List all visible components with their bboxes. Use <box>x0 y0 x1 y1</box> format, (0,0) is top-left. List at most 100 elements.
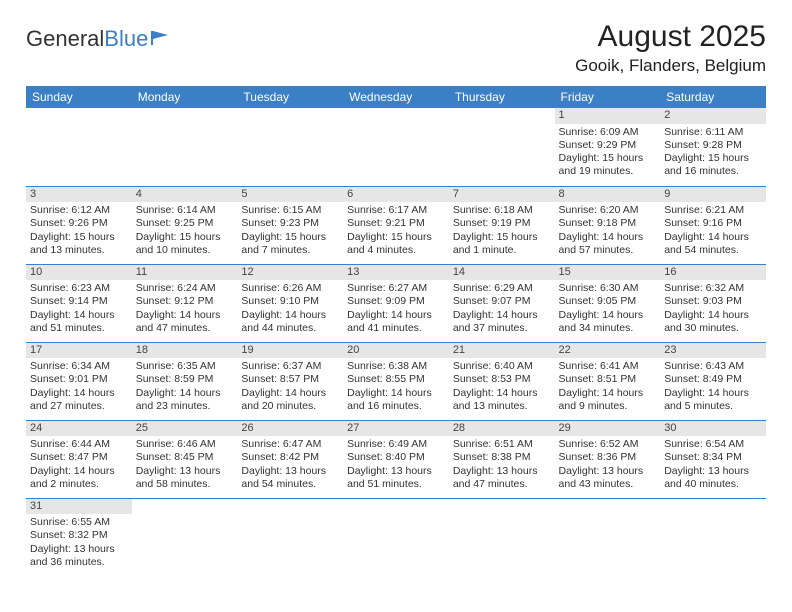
day-number: 11 <box>132 265 238 281</box>
daylight-text: Daylight: 15 hours and 13 minutes. <box>30 231 128 257</box>
calendar-day-cell: 25Sunrise: 6:46 AMSunset: 8:45 PMDayligh… <box>132 420 238 498</box>
day-number: 17 <box>26 343 132 359</box>
day-details: Sunrise: 6:52 AMSunset: 8:36 PMDaylight:… <box>555 436 661 494</box>
calendar-day-cell: 18Sunrise: 6:35 AMSunset: 8:59 PMDayligh… <box>132 342 238 420</box>
calendar-day-cell: 4Sunrise: 6:14 AMSunset: 9:25 PMDaylight… <box>132 186 238 264</box>
sunrise-text: Sunrise: 6:29 AM <box>453 282 551 295</box>
calendar-week-row: 31Sunrise: 6:55 AMSunset: 8:32 PMDayligh… <box>26 498 766 576</box>
daylight-text: Daylight: 14 hours and 54 minutes. <box>664 231 762 257</box>
day-number: 1 <box>555 108 661 124</box>
daylight-text: Daylight: 14 hours and 51 minutes. <box>30 309 128 335</box>
sunrise-text: Sunrise: 6:15 AM <box>241 204 339 217</box>
daylight-text: Daylight: 14 hours and 34 minutes. <box>559 309 657 335</box>
daylight-text: Daylight: 14 hours and 9 minutes. <box>559 387 657 413</box>
sunrise-text: Sunrise: 6:51 AM <box>453 438 551 451</box>
calendar-day-cell: 30Sunrise: 6:54 AMSunset: 8:34 PMDayligh… <box>660 420 766 498</box>
day-number: 14 <box>449 265 555 281</box>
sunset-text: Sunset: 8:51 PM <box>559 373 657 386</box>
flag-icon <box>150 29 172 47</box>
sunrise-text: Sunrise: 6:54 AM <box>664 438 762 451</box>
sunset-text: Sunset: 9:01 PM <box>30 373 128 386</box>
day-details: Sunrise: 6:34 AMSunset: 9:01 PMDaylight:… <box>26 358 132 416</box>
calendar-empty-cell <box>26 108 132 186</box>
weekday-header: Wednesday <box>343 86 449 108</box>
calendar-week-row: 1Sunrise: 6:09 AMSunset: 9:29 PMDaylight… <box>26 108 766 186</box>
calendar-day-cell: 6Sunrise: 6:17 AMSunset: 9:21 PMDaylight… <box>343 186 449 264</box>
day-number: 25 <box>132 421 238 437</box>
weekday-header: Saturday <box>660 86 766 108</box>
calendar-week-row: 24Sunrise: 6:44 AMSunset: 8:47 PMDayligh… <box>26 420 766 498</box>
calendar-day-cell: 16Sunrise: 6:32 AMSunset: 9:03 PMDayligh… <box>660 264 766 342</box>
day-details: Sunrise: 6:51 AMSunset: 8:38 PMDaylight:… <box>449 436 555 494</box>
day-details: Sunrise: 6:46 AMSunset: 8:45 PMDaylight:… <box>132 436 238 494</box>
day-number: 7 <box>449 187 555 203</box>
daylight-text: Daylight: 14 hours and 41 minutes. <box>347 309 445 335</box>
calendar-day-cell: 13Sunrise: 6:27 AMSunset: 9:09 PMDayligh… <box>343 264 449 342</box>
day-number: 3 <box>26 187 132 203</box>
brand-part1: General <box>26 26 104 52</box>
daylight-text: Daylight: 13 hours and 51 minutes. <box>347 465 445 491</box>
day-details: Sunrise: 6:11 AMSunset: 9:28 PMDaylight:… <box>660 124 766 182</box>
calendar-empty-cell <box>237 498 343 576</box>
sunset-text: Sunset: 8:55 PM <box>347 373 445 386</box>
day-number: 30 <box>660 421 766 437</box>
day-details: Sunrise: 6:23 AMSunset: 9:14 PMDaylight:… <box>26 280 132 338</box>
day-details: Sunrise: 6:26 AMSunset: 9:10 PMDaylight:… <box>237 280 343 338</box>
sunrise-text: Sunrise: 6:38 AM <box>347 360 445 373</box>
sunrise-text: Sunrise: 6:14 AM <box>136 204 234 217</box>
day-details: Sunrise: 6:55 AMSunset: 8:32 PMDaylight:… <box>26 514 132 572</box>
day-details: Sunrise: 6:32 AMSunset: 9:03 PMDaylight:… <box>660 280 766 338</box>
daylight-text: Daylight: 15 hours and 7 minutes. <box>241 231 339 257</box>
day-number: 22 <box>555 343 661 359</box>
day-details: Sunrise: 6:09 AMSunset: 9:29 PMDaylight:… <box>555 124 661 182</box>
calendar-week-row: 3Sunrise: 6:12 AMSunset: 9:26 PMDaylight… <box>26 186 766 264</box>
sunset-text: Sunset: 9:05 PM <box>559 295 657 308</box>
daylight-text: Daylight: 15 hours and 10 minutes. <box>136 231 234 257</box>
calendar-header-row: SundayMondayTuesdayWednesdayThursdayFrid… <box>26 86 766 108</box>
day-number: 16 <box>660 265 766 281</box>
daylight-text: Daylight: 15 hours and 19 minutes. <box>559 152 657 178</box>
sunset-text: Sunset: 9:19 PM <box>453 217 551 230</box>
sunset-text: Sunset: 9:03 PM <box>664 295 762 308</box>
day-number: 9 <box>660 187 766 203</box>
brand-part2: Blue <box>104 26 148 52</box>
daylight-text: Daylight: 14 hours and 5 minutes. <box>664 387 762 413</box>
sunrise-text: Sunrise: 6:44 AM <box>30 438 128 451</box>
day-details: Sunrise: 6:15 AMSunset: 9:23 PMDaylight:… <box>237 202 343 260</box>
day-number: 27 <box>343 421 449 437</box>
title-block: August 2025 Gooik, Flanders, Belgium <box>575 20 766 76</box>
daylight-text: Daylight: 14 hours and 27 minutes. <box>30 387 128 413</box>
sunset-text: Sunset: 9:09 PM <box>347 295 445 308</box>
calendar-week-row: 17Sunrise: 6:34 AMSunset: 9:01 PMDayligh… <box>26 342 766 420</box>
sunrise-text: Sunrise: 6:35 AM <box>136 360 234 373</box>
calendar-day-cell: 26Sunrise: 6:47 AMSunset: 8:42 PMDayligh… <box>237 420 343 498</box>
calendar-day-cell: 11Sunrise: 6:24 AMSunset: 9:12 PMDayligh… <box>132 264 238 342</box>
calendar-day-cell: 20Sunrise: 6:38 AMSunset: 8:55 PMDayligh… <box>343 342 449 420</box>
sunrise-text: Sunrise: 6:34 AM <box>30 360 128 373</box>
sunset-text: Sunset: 8:59 PM <box>136 373 234 386</box>
calendar-empty-cell <box>237 108 343 186</box>
sunrise-text: Sunrise: 6:55 AM <box>30 516 128 529</box>
day-details: Sunrise: 6:49 AMSunset: 8:40 PMDaylight:… <box>343 436 449 494</box>
calendar-day-cell: 17Sunrise: 6:34 AMSunset: 9:01 PMDayligh… <box>26 342 132 420</box>
sunrise-text: Sunrise: 6:27 AM <box>347 282 445 295</box>
calendar-day-cell: 9Sunrise: 6:21 AMSunset: 9:16 PMDaylight… <box>660 186 766 264</box>
sunset-text: Sunset: 8:49 PM <box>664 373 762 386</box>
day-number: 20 <box>343 343 449 359</box>
day-number: 31 <box>26 499 132 515</box>
daylight-text: Daylight: 14 hours and 47 minutes. <box>136 309 234 335</box>
calendar-day-cell: 12Sunrise: 6:26 AMSunset: 9:10 PMDayligh… <box>237 264 343 342</box>
sunrise-text: Sunrise: 6:32 AM <box>664 282 762 295</box>
day-number: 4 <box>132 187 238 203</box>
day-number: 23 <box>660 343 766 359</box>
sunrise-text: Sunrise: 6:37 AM <box>241 360 339 373</box>
calendar-day-cell: 24Sunrise: 6:44 AMSunset: 8:47 PMDayligh… <box>26 420 132 498</box>
sunrise-text: Sunrise: 6:20 AM <box>559 204 657 217</box>
sunrise-text: Sunrise: 6:52 AM <box>559 438 657 451</box>
calendar-day-cell: 2Sunrise: 6:11 AMSunset: 9:28 PMDaylight… <box>660 108 766 186</box>
sunset-text: Sunset: 8:42 PM <box>241 451 339 464</box>
sunset-text: Sunset: 9:18 PM <box>559 217 657 230</box>
day-number: 26 <box>237 421 343 437</box>
calendar-empty-cell <box>132 498 238 576</box>
daylight-text: Daylight: 14 hours and 37 minutes. <box>453 309 551 335</box>
